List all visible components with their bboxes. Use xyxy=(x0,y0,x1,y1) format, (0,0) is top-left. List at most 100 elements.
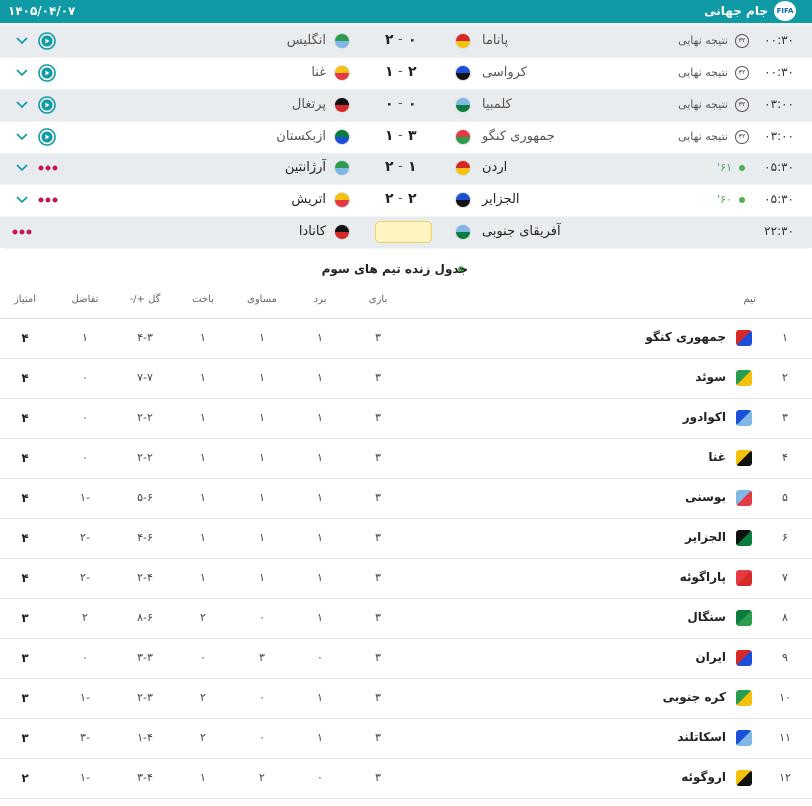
stat-cell: ۱ xyxy=(317,451,323,464)
stat-cell: ۴ xyxy=(21,531,29,545)
more-options[interactable] xyxy=(12,229,32,235)
fifa-logo: FIFA xyxy=(774,1,796,21)
match-row xyxy=(0,90,812,121)
stat-cell: ۳ xyxy=(375,771,381,784)
expand-chevron[interactable] xyxy=(16,101,28,109)
stat-cell: ۰ xyxy=(82,411,88,424)
away-flag xyxy=(334,192,350,208)
home-score: ۰ xyxy=(408,32,417,48)
play-button[interactable] xyxy=(38,96,56,114)
away-flag xyxy=(334,97,350,113)
stat-cell: ۳ xyxy=(375,451,381,464)
play-button[interactable] xyxy=(38,128,56,146)
home-team: اردن xyxy=(482,160,508,175)
home-flag xyxy=(455,33,471,49)
row-divider xyxy=(0,358,812,359)
rank: ۳ xyxy=(782,411,788,424)
away-flag xyxy=(334,65,350,81)
row-divider xyxy=(0,758,812,759)
stat-cell: ۲ xyxy=(200,731,206,744)
stat-cell: ۱ xyxy=(200,371,206,384)
stat-cell: ۱ xyxy=(259,531,265,544)
away-team: آرژانتین xyxy=(284,160,326,175)
stat-cell: ۴-۳ xyxy=(137,331,153,344)
team-name: غنا xyxy=(708,450,726,464)
home-flag xyxy=(455,65,471,81)
stat-cell: ۲-۳ xyxy=(137,691,153,704)
away-flag xyxy=(334,33,350,49)
live-dot xyxy=(739,197,745,203)
play-button[interactable] xyxy=(38,64,56,82)
match-row xyxy=(0,26,812,57)
home-team: جمهوری کنگو xyxy=(482,129,555,144)
stat-cell: ۳ xyxy=(375,651,381,664)
home-team: آفریقای جنوبی xyxy=(482,224,561,239)
stat-cell: ۱ xyxy=(259,331,265,344)
match-status: نتیجه نهایی xyxy=(678,34,728,47)
stat-cell: ۰ xyxy=(259,611,265,624)
rank: ۴ xyxy=(782,451,788,464)
stat-cell: ۳ xyxy=(375,571,381,584)
header-bar xyxy=(0,0,812,23)
stat-cell: ۱ xyxy=(317,531,323,544)
header-title: جام جهانی xyxy=(704,4,768,18)
away-flag xyxy=(334,224,350,240)
stat-cell: ۱ xyxy=(317,411,323,424)
score-separator: - xyxy=(398,159,403,174)
stat-cell: ۴ xyxy=(21,491,29,505)
stat-cell: ۰ xyxy=(200,651,206,664)
stat-cell: ۱ xyxy=(317,731,323,744)
stat-cell: ۱ xyxy=(317,331,323,344)
more-options[interactable] xyxy=(38,197,58,203)
away-team: اتریش xyxy=(291,192,326,207)
team-name: بوسنی xyxy=(685,490,726,504)
more-options[interactable] xyxy=(38,165,58,171)
team-flag xyxy=(736,610,752,626)
round-badge: ۳۲ xyxy=(735,130,749,144)
stat-cell: ۷-۷ xyxy=(137,371,153,384)
match-time: ۰۳:۰۰ xyxy=(764,129,794,143)
stat-cell: ۵-۶ xyxy=(137,491,153,504)
expand-chevron[interactable] xyxy=(16,196,28,204)
stat-cell: ۲ xyxy=(259,771,265,784)
stat-cell: ۰ xyxy=(82,451,88,464)
row-divider xyxy=(0,478,812,479)
column-header: بازی xyxy=(368,294,388,305)
expand-chevron[interactable] xyxy=(16,133,28,141)
expand-chevron[interactable] xyxy=(16,164,28,172)
team-flag xyxy=(736,410,752,426)
stat-cell: ۱ xyxy=(200,571,206,584)
team-flag xyxy=(736,370,752,386)
away-score: ۱ xyxy=(385,64,394,80)
stat-cell: ۴ xyxy=(21,331,29,345)
team-flag xyxy=(736,330,752,346)
team-name: کره جنوبی xyxy=(662,690,726,704)
stat-cell: ۳ xyxy=(375,611,381,624)
stat-cell: ۳ xyxy=(375,491,381,504)
expand-chevron[interactable] xyxy=(16,37,28,45)
live-dot xyxy=(458,266,464,272)
away-team: غنا xyxy=(311,65,326,80)
home-flag xyxy=(455,160,471,176)
home-score: ۳ xyxy=(408,128,417,144)
column-header: برد xyxy=(313,294,327,305)
stat-cell: ۱ xyxy=(317,491,323,504)
stat-cell: ۱-۴ xyxy=(137,731,153,744)
team-flag xyxy=(736,690,752,706)
stat-cell: ۴ xyxy=(21,371,29,385)
away-score: ۲ xyxy=(385,32,394,48)
stat-cell: ۳ xyxy=(375,531,381,544)
play-button[interactable] xyxy=(38,32,56,50)
team-name: الجزایر xyxy=(685,530,726,544)
expand-chevron[interactable] xyxy=(16,69,28,77)
stat-cell: ۰ xyxy=(259,731,265,744)
column-header: گل +/- xyxy=(129,294,161,305)
stat-cell: ۴-۶ xyxy=(137,531,153,544)
stat-cell: -۳ xyxy=(80,731,90,744)
row-divider xyxy=(0,678,812,679)
team-flag xyxy=(736,730,752,746)
match-row xyxy=(0,58,812,89)
team-flag xyxy=(736,530,752,546)
away-flag xyxy=(334,129,350,145)
stat-cell: ۳ xyxy=(259,651,265,664)
